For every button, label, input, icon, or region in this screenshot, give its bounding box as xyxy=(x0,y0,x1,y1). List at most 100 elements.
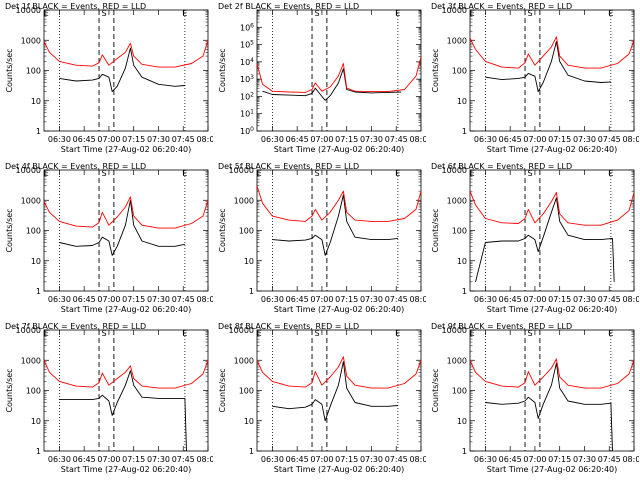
x-tick-label: 07:45 xyxy=(172,295,195,304)
events-series-line xyxy=(272,361,398,422)
events-series-line xyxy=(59,199,185,256)
chart-title: Det 9f BLACK = Events, RED = LLD xyxy=(431,322,572,331)
x-tick-label: 06:45 xyxy=(286,295,309,304)
x-tick-label: 06:45 xyxy=(73,295,96,304)
events-series-line xyxy=(485,41,611,93)
x-tick-label: 08:00 xyxy=(196,455,213,464)
x-tick-label: 08:00 xyxy=(622,295,639,304)
detector-chart: Det 4f BLACK = Events, RED = LLD 1 10 100 10… xyxy=(5,162,213,314)
x-tick-label: 08:00 xyxy=(409,295,426,304)
x-axis-label: Start Time (27-Aug-02 06:20:40) xyxy=(274,305,405,314)
x-tick-label: 07:45 xyxy=(598,135,621,144)
chart-title: Det 3f BLACK = Events, RED = LLD xyxy=(431,2,572,11)
interval-marker-label: E xyxy=(608,329,613,338)
y-tick-label: 105 xyxy=(240,40,254,50)
chart-title: Det 7f BLACK = Events, RED = LLD xyxy=(5,322,146,331)
y-tick-label: 1 xyxy=(249,287,254,296)
x-tick-label: 06:30 xyxy=(48,135,71,144)
x-tick-label: 07:45 xyxy=(385,455,408,464)
interval-marker-label: E xyxy=(44,9,49,18)
x-axis-label: Start Time (27-Aug-02 06:20:40) xyxy=(61,145,192,154)
series-group xyxy=(44,196,208,256)
y-tick-label: 100 xyxy=(239,387,254,396)
y-tick-label: 1000 xyxy=(21,196,41,205)
interval-marker-label: E xyxy=(395,169,400,178)
interval-marker-label: E xyxy=(608,9,613,18)
x-tick-label: 06:45 xyxy=(499,295,522,304)
lld-series-line xyxy=(470,358,634,389)
y-tick-label: 10 xyxy=(31,257,41,266)
plot-frame xyxy=(469,9,635,132)
detector-panel: Det 1f BLACK = Events, RED = LLD 1 10 100 10… xyxy=(0,0,213,160)
interval-marker-label: E xyxy=(257,329,262,338)
x-tick-label: 08:00 xyxy=(196,135,213,144)
detector-panel: Det 7f BLACK = Events, RED = LLD 1 10 100 10… xyxy=(0,320,213,480)
lld-series-line xyxy=(44,40,208,68)
x-tick-label: 07:00 xyxy=(310,455,333,464)
x-tick-label: 07:00 xyxy=(310,135,333,144)
chart-title: Det 8f BLACK = Events, RED = LLD xyxy=(218,322,359,331)
x-tick-label: 07:30 xyxy=(147,135,170,144)
x-tick-label: 08:00 xyxy=(409,135,426,144)
interval-marker-label: E xyxy=(182,329,187,338)
y-tick-label: 10 xyxy=(31,417,41,426)
detector-panel: Det 6f BLACK = Events, RED = LLD 1 10 100 10… xyxy=(426,160,639,320)
x-axis-label: Start Time (27-Aug-02 06:20:40) xyxy=(61,465,192,474)
chart-title: Det 4f BLACK = Events, RED = LLD xyxy=(5,162,146,171)
y-tick-label: 100 xyxy=(452,227,467,236)
interval-marker-label: E xyxy=(257,169,262,178)
y-axis-label: Counts/sec xyxy=(5,368,14,412)
y-axis-label: Counts/sec xyxy=(431,208,440,252)
x-tick-label: 07:45 xyxy=(172,135,195,144)
y-tick-label: 106 xyxy=(240,22,254,32)
y-tick-label: 10000 xyxy=(442,166,467,175)
lld-series-line xyxy=(44,360,208,389)
y-tick-label: 1 xyxy=(249,447,254,456)
y-tick-label: 10000 xyxy=(229,326,254,335)
y-tick-label: 1000 xyxy=(447,196,467,205)
interval-marker-label: S xyxy=(101,329,106,338)
y-tick-label: 1 xyxy=(36,287,41,296)
chart-title: Det 2f BLACK = Events, RED = LLD xyxy=(218,2,359,11)
series-group xyxy=(257,185,421,256)
interval-marker-label: S xyxy=(314,9,319,18)
y-tick-label: 101 xyxy=(240,109,254,119)
x-tick-label: 06:30 xyxy=(261,295,284,304)
x-tick-label: 07:45 xyxy=(385,295,408,304)
y-tick-label: 10000 xyxy=(16,166,41,175)
x-tick-label: 07:30 xyxy=(573,455,596,464)
x-axis-label: Start Time (27-Aug-02 06:20:40) xyxy=(487,145,618,154)
series-group xyxy=(470,358,634,451)
y-axis-label: Counts/sec xyxy=(431,48,440,92)
x-tick-label: 07:00 xyxy=(523,135,546,144)
interval-marker-label: E xyxy=(470,9,475,18)
x-tick-label: 06:30 xyxy=(474,135,497,144)
x-tick-label: 07:45 xyxy=(598,455,621,464)
x-tick-label: 07:30 xyxy=(147,295,170,304)
y-tick-label: 1000 xyxy=(234,196,254,205)
interval-marker-label: E xyxy=(395,9,400,18)
series-group xyxy=(44,360,208,451)
x-tick-label: 07:45 xyxy=(172,455,195,464)
y-tick-label: 10 xyxy=(457,97,467,106)
y-axis-label: Counts/sec xyxy=(431,368,440,412)
x-tick-label: 06:45 xyxy=(286,455,309,464)
series-group xyxy=(470,36,634,93)
events-series-line xyxy=(262,68,402,101)
x-tick-label: 06:45 xyxy=(73,455,96,464)
detector-chart: Det 2f BLACK = Events, RED = LLD 100 101 10… xyxy=(218,2,426,154)
y-tick-label: 100 xyxy=(240,126,254,136)
x-axis-label: Start Time (27-Aug-02 06:20:40) xyxy=(487,305,618,314)
x-axis-label: Start Time (27-Aug-02 06:20:40) xyxy=(274,465,405,474)
x-tick-label: 07:15 xyxy=(335,455,358,464)
chart-title: Det 1f BLACK = Events, RED = LLD xyxy=(5,2,146,11)
y-tick-label: 1000 xyxy=(447,36,467,45)
interval-marker-label: E xyxy=(44,329,49,338)
x-tick-label: 07:00 xyxy=(97,295,120,304)
interval-marker-label: E xyxy=(395,329,400,338)
y-tick-exponent: 2 xyxy=(250,91,254,98)
y-tick-label: 10 xyxy=(31,97,41,106)
events-series-line xyxy=(475,197,615,283)
plot-frame xyxy=(469,169,635,292)
x-tick-label: 08:00 xyxy=(196,295,213,304)
